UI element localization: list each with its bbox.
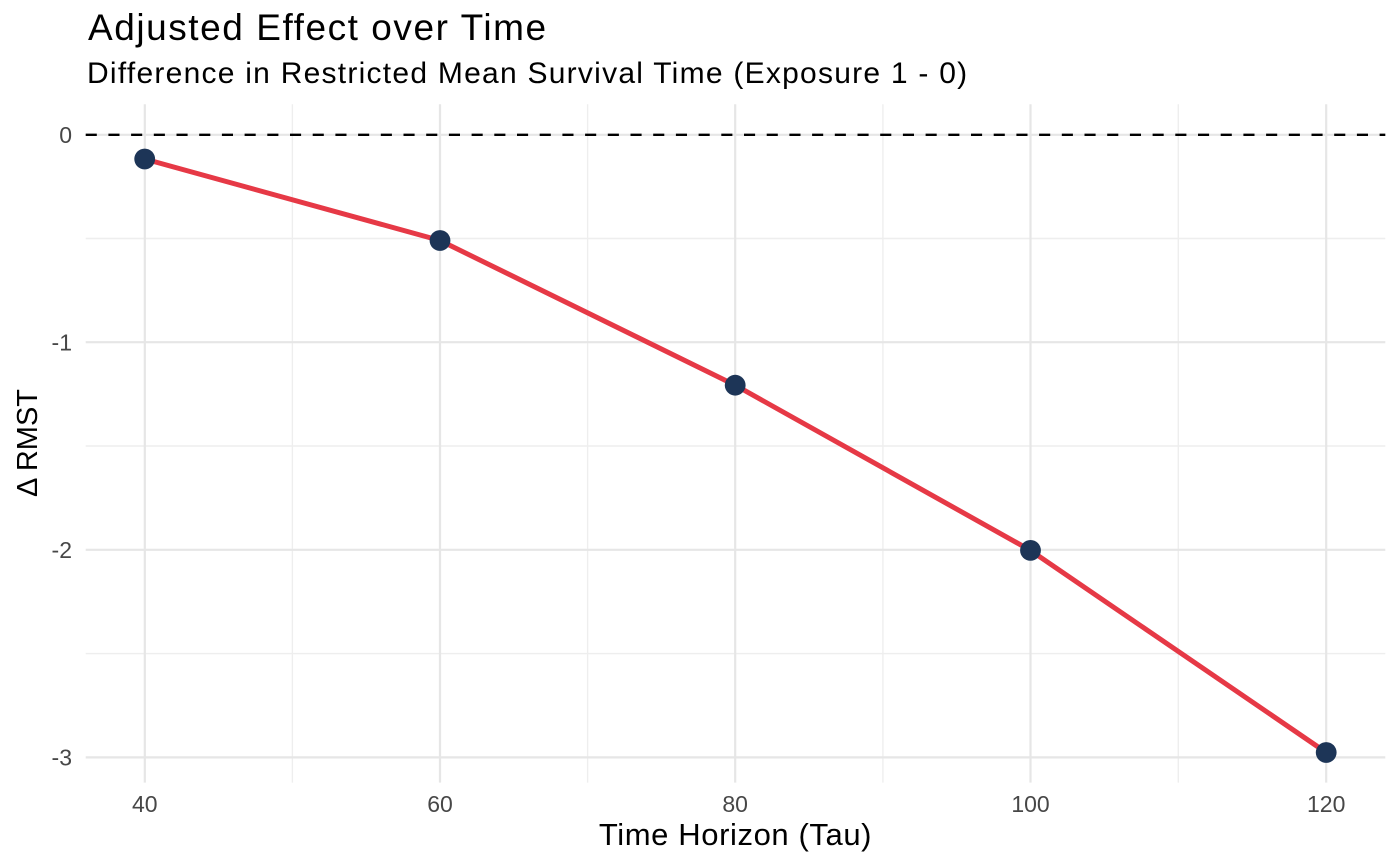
svg-text:-3: -3: [52, 745, 72, 771]
svg-text:Time Horizon (Tau): Time Horizon (Tau): [599, 817, 872, 852]
svg-text:Δ RMST: Δ RMST: [12, 389, 44, 497]
svg-text:-2: -2: [52, 537, 72, 563]
svg-text:60: 60: [427, 791, 453, 817]
svg-text:120: 120: [1307, 791, 1345, 817]
svg-text:0: 0: [59, 122, 72, 148]
svg-text:40: 40: [132, 791, 158, 817]
svg-text:80: 80: [722, 791, 748, 817]
svg-text:-1: -1: [52, 330, 72, 356]
svg-text:Adjusted Effect over Time: Adjusted Effect over Time: [88, 7, 548, 48]
svg-text:100: 100: [1011, 791, 1049, 817]
svg-text:Difference in Restricted Mean: Difference in Restricted Mean Survival T…: [87, 57, 968, 90]
